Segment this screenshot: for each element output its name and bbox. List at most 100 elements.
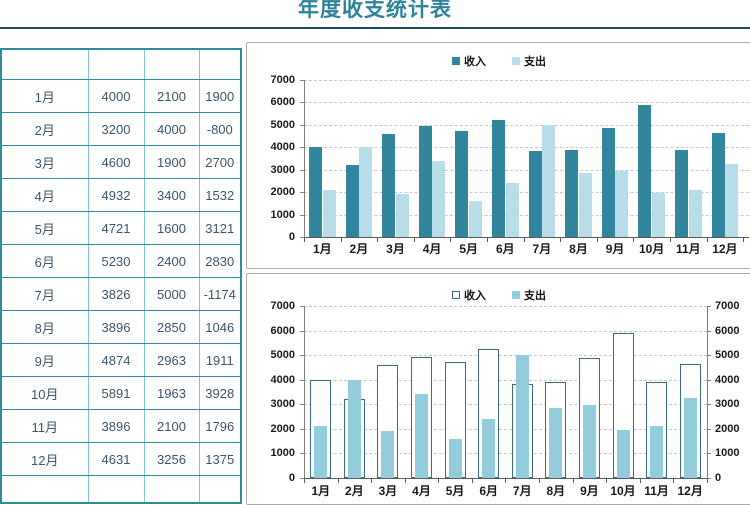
table-cell[interactable]: 8月 [0,310,89,344]
bar-expense [395,194,409,237]
x-axis-tick [337,479,339,483]
table-cell[interactable] [87,48,145,80]
y-axis-right-tick [707,404,711,406]
table-cell[interactable]: 2月 [0,112,89,146]
y-axis-tick-label: 3000 [270,398,295,411]
x-axis-category-label: 1月 [312,242,332,256]
y-axis-right-tick [707,428,711,430]
table-cell[interactable]: 4000 [143,112,200,146]
table-cell[interactable]: 3896 [87,409,145,443]
x-axis-category-label: 11月 [644,484,669,498]
x-axis-category-label: 3月 [378,484,398,498]
table-cell[interactable]: 12月 [0,442,89,476]
bar-expense [683,397,697,478]
y-axis-tick-label: 0 [288,231,295,243]
table-cell[interactable]: 1月 [0,79,89,113]
table-cell[interactable]: 5月 [0,211,89,245]
table-cell[interactable]: 4000 [87,79,145,113]
table-cell[interactable]: 1900 [198,79,242,113]
table-cell[interactable]: 4932 [87,178,145,212]
table-cell[interactable]: 2100 [143,79,200,113]
table-cell[interactable]: -1174 [198,277,242,311]
table-cell[interactable] [87,475,145,504]
x-axis-category-label: 2月 [349,242,369,256]
table-cell[interactable]: 1046 [198,310,242,344]
table-cell[interactable]: 2700 [198,145,242,179]
table-cell[interactable]: 11月 [0,409,89,443]
x-axis-tick [413,238,415,242]
table-cell[interactable]: 4631 [87,442,145,476]
x-axis-tick [304,479,305,483]
table-cell[interactable]: 3256 [143,442,200,476]
y-axis-tick [300,214,304,216]
table-cell[interactable]: 3200 [87,112,145,146]
y-axis-right-tick [707,330,711,332]
overlapped-bar-chart-income-expense[interactable]: 收入 支出 0 0 1000 1000 2000 2000 3000 3000 4000 4000 50… [246,273,750,505]
table-cell[interactable]: 3月 [0,145,89,179]
x-axis-category-label: 9月 [605,242,625,256]
x-axis-tick [404,479,406,483]
table-cell[interactable]: 3928 [198,376,242,410]
table-cell[interactable]: 1600 [143,211,200,245]
table-cell[interactable]: 2400 [143,244,200,278]
bar-income [492,119,505,237]
bar-expense [650,426,664,478]
table-cell[interactable]: 4874 [87,343,145,377]
bar-income [382,133,396,237]
gridline [304,147,749,149]
table-cell[interactable]: 1532 [198,178,242,212]
bar-income [638,104,652,237]
bar-expense [505,183,519,237]
table-cell[interactable]: 1375 [198,442,242,476]
table-row: 3月 4600 1900 2700 [0,145,242,179]
legend-item-filled[interactable]: 收入 [452,53,486,69]
table-cell[interactable]: 7月 [0,277,89,311]
table-cell[interactable]: 4721 [87,211,145,245]
table-cell[interactable]: 2850 [143,310,200,344]
table-cell[interactable] [198,48,242,80]
table-cell[interactable]: 5000 [143,277,200,311]
legend-item-outlined[interactable]: 收入 [452,287,486,303]
table-cell[interactable] [143,475,200,504]
legend-item-filled[interactable]: 支出 [512,53,546,69]
x-axis-tick [572,479,574,483]
table-cell[interactable]: 5891 [87,376,145,410]
x-axis-tick [560,238,562,242]
legend-item-filled[interactable]: 支出 [512,287,546,303]
table-cell[interactable] [0,48,89,80]
x-axis-category-label: 10月 [610,484,636,498]
table-cell[interactable] [198,475,242,504]
legend-label: 支出 [524,290,546,302]
table-cell[interactable]: 3400 [143,178,200,212]
income-expense-table: 1月 4000 2100 1900 2月 3200 4000 -800 3月 4600 1900 27… [0,48,242,504]
x-axis-category-label: 5月 [445,484,465,498]
table-cell[interactable]: 3826 [87,277,145,311]
table-cell[interactable]: 3896 [87,310,145,344]
table-cell[interactable]: 4600 [87,145,145,179]
table-cell[interactable]: 10月 [0,376,89,410]
table-cell[interactable]: 3121 [198,211,242,245]
grouped-bar-chart-income-expense[interactable]: 收入 支出 0 1000 2000 3000 4000 5000 6000 7000 1月 2月 3月 4… [246,42,750,269]
table-row: 6月 5230 2400 2830 [0,244,242,278]
table-cell[interactable]: 1796 [198,409,242,443]
table-cell[interactable]: -800 [198,112,242,146]
table-cell[interactable]: 1900 [143,145,200,179]
table-cell[interactable] [143,48,200,80]
table-cell[interactable]: 1911 [198,343,242,377]
x-axis-category-label: 4月 [422,242,442,256]
table-cell[interactable]: 2100 [143,409,200,443]
table-cell[interactable]: 2963 [143,343,200,377]
table-empty-row [0,475,242,504]
table-cell[interactable]: 4月 [0,178,89,212]
table-cell[interactable]: 1963 [143,376,200,410]
y-axis-tick-label: 7000 [270,300,295,312]
table-cell[interactable]: 6月 [0,244,89,278]
table-cell[interactable] [0,475,89,504]
table-cell[interactable]: 9月 [0,343,89,377]
table-row: 7月 3826 5000 -1174 [0,277,242,311]
x-axis-line [304,478,707,479]
table-cell[interactable]: 5230 [87,244,145,278]
x-axis-category-label: 7月 [532,242,552,256]
table-cell[interactable]: 2830 [198,244,242,278]
bar-expense [549,407,563,478]
